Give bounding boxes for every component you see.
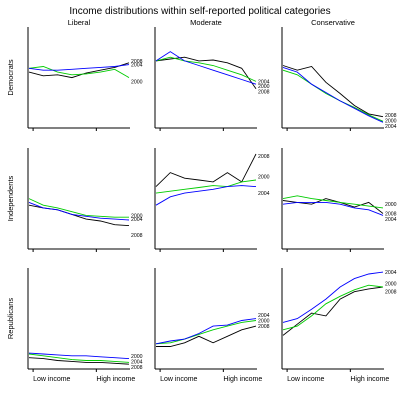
series-line-2008 (156, 325, 257, 347)
year-label-2004: 2004 (258, 191, 270, 197)
series-line-2000 (28, 353, 130, 363)
panel-republicans-conservative: 2004 2000 2008 Low income High income (281, 268, 397, 383)
x-tick-label-high-income: High income (223, 376, 262, 383)
row-label-democrats: Democrats (6, 59, 15, 96)
series-line-2000 (28, 66, 130, 78)
year-label-2000: 2000 (258, 319, 270, 325)
series-line-2004 (28, 64, 130, 71)
row-label-republicans: Republicans (6, 298, 15, 340)
x-tick-label-low-income: Low income (160, 376, 197, 383)
series-line-2004 (155, 185, 257, 206)
year-label-2004: 2004 (385, 217, 397, 223)
series-line-2008 (282, 65, 384, 118)
year-label-2000: 2000 (131, 354, 143, 360)
series-line-2008 (28, 62, 130, 79)
year-label-2004: 2004 (131, 63, 143, 69)
series-line-2000 (155, 320, 257, 345)
row-label-independents: Independents (6, 176, 15, 222)
year-label-2008: 2008 (385, 113, 397, 119)
year-label-2008: 2008 (258, 324, 270, 330)
x-tick-label-low-income: Low income (287, 376, 324, 383)
year-label-2004: 2004 (385, 124, 397, 130)
column-label-liberal: Liberal (68, 18, 91, 27)
x-tick-label-high-income: High income (96, 376, 135, 383)
year-label-2000: 2000 (258, 174, 270, 180)
year-label-2000: 2000 (385, 202, 397, 208)
series-line-2004 (28, 352, 130, 360)
column-label-moderate: Moderate (190, 18, 222, 27)
x-tick-label-high-income: High income (350, 376, 389, 383)
year-label-2008: 2008 (131, 365, 143, 371)
year-label-2004: 2004 (258, 79, 270, 85)
series-line-2000 (28, 198, 129, 218)
year-label-2008: 2008 (385, 212, 397, 218)
year-label-2000: 2000 (258, 84, 270, 90)
x-tick-label-low-income: Low income (33, 376, 70, 383)
series-line-2008 (28, 357, 130, 365)
year-label-2004: 2004 (258, 313, 270, 319)
year-label-2008: 2008 (131, 233, 143, 239)
series-line-2004 (28, 201, 130, 221)
series-line-2008 (155, 56, 257, 90)
series-line-2000 (282, 284, 384, 331)
year-label-2008: 2008 (258, 90, 270, 96)
year-label-2008: 2008 (385, 290, 397, 296)
year-label-2004: 2004 (131, 359, 143, 365)
year-label-2000: 2000 (131, 213, 143, 219)
series-line-2000 (155, 179, 257, 194)
year-label-2004: 2004 (385, 270, 397, 276)
series-line-2000 (282, 195, 384, 209)
series-line-2004 (282, 201, 384, 216)
series-line-2000 (155, 56, 257, 82)
series-line-2004 (282, 271, 384, 323)
year-label-2008: 2008 (258, 154, 270, 160)
year-label-2004: 2004 (131, 217, 143, 223)
series-line-2008 (155, 153, 257, 187)
year-label-2008: 2008 (131, 59, 143, 65)
column-label-conservative: Conservative (311, 18, 355, 27)
year-label-2000: 2000 (385, 118, 397, 124)
chart-title: Income distributions within self-reporte… (69, 6, 330, 17)
year-label-2000: 2000 (385, 281, 397, 287)
series-line-2004 (155, 318, 257, 345)
panel-independents-moderate: 2008 2000 2004 (154, 148, 270, 252)
series-line-2004 (282, 66, 384, 123)
series-line-2008 (282, 286, 384, 336)
year-label-2000: 2000 (131, 79, 143, 85)
series-line-2004 (155, 51, 257, 85)
